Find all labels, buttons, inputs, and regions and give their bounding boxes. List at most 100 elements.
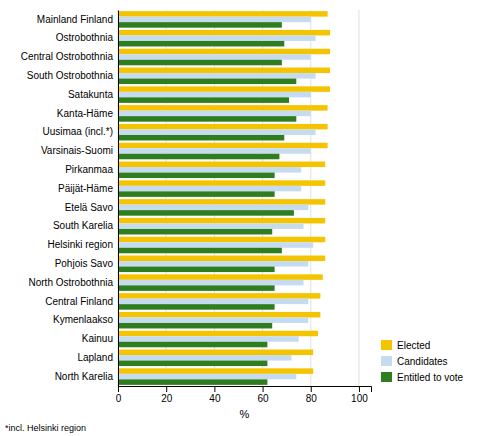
bar-series — [118, 17, 316, 380]
y-tick: Kainuu — [82, 333, 118, 344]
y-tick-label: Pirkanmaa — [65, 164, 113, 175]
footnote: *incl. Helsinki region — [5, 423, 86, 433]
y-tick-label: Kymenlaakso — [53, 314, 113, 325]
y-tick: Satakunta — [68, 89, 118, 100]
y-tick: Central Ostrobothnia — [21, 51, 118, 62]
legend-label: Candidates — [397, 356, 448, 367]
bar — [118, 374, 296, 380]
x-tick-mark — [311, 386, 312, 392]
bar — [118, 30, 330, 36]
bar — [118, 35, 316, 41]
bar — [118, 350, 313, 356]
grid-line — [358, 10, 359, 386]
bar — [118, 54, 311, 60]
y-tick: Ostrobothnia — [56, 32, 118, 43]
y-tick: North Karelia — [55, 371, 118, 382]
bar — [118, 331, 318, 337]
x-tick-mark — [214, 386, 215, 392]
x-axis-title: % — [240, 408, 250, 420]
bar — [118, 173, 275, 179]
bar — [118, 368, 313, 374]
x-axis: 020406080100 — [116, 386, 372, 404]
x-tick: 40 — [209, 386, 221, 404]
bar — [118, 97, 289, 103]
legend-item: Entitled to vote — [381, 372, 464, 383]
plot: 020406080100Mainland FinlandOstrobothnia… — [21, 10, 372, 420]
bar — [118, 167, 301, 173]
chart-svg: 020406080100Mainland FinlandOstrobothnia… — [0, 0, 483, 436]
grid-line — [118, 10, 119, 386]
y-tick: North Ostrobothnia — [29, 277, 119, 288]
y-tick-label: Central Finland — [45, 296, 113, 307]
y-tick: Pohjois Savo — [55, 258, 118, 269]
x-tick-label: 100 — [351, 393, 368, 404]
legend-label: Entitled to vote — [397, 372, 464, 383]
grid-line — [214, 10, 215, 386]
y-tick-label: Pohjois Savo — [55, 258, 114, 269]
x-tick-mark — [263, 386, 264, 392]
bar — [118, 11, 328, 17]
y-tick-label: Kainuu — [82, 333, 113, 344]
bar-series — [118, 11, 330, 374]
bar — [118, 304, 275, 310]
bar — [118, 199, 325, 205]
y-tick-label: Etelä Savo — [65, 202, 114, 213]
bar — [118, 124, 328, 130]
bar — [118, 154, 279, 160]
bar — [118, 143, 328, 149]
x-tick: 0 — [116, 386, 122, 404]
y-tick: Kymenlaakso — [53, 314, 118, 325]
bar — [118, 92, 311, 98]
bar — [118, 162, 325, 168]
bar — [118, 22, 282, 28]
bar — [118, 186, 301, 192]
legend-item: Candidates — [381, 356, 448, 367]
bar — [118, 223, 304, 229]
y-tick: Pirkanmaa — [65, 164, 118, 175]
x-tick-label: 40 — [209, 393, 221, 404]
bar — [118, 248, 282, 254]
legend-swatch — [381, 372, 392, 382]
y-tick: Central Finland — [45, 296, 118, 307]
bar — [118, 148, 311, 154]
y-tick-label: Uusimaa (incl.*) — [42, 126, 113, 137]
x-axis-line — [119, 387, 372, 393]
bar — [118, 256, 325, 262]
bar — [118, 17, 311, 23]
bar — [118, 68, 330, 74]
y-axis-line — [118, 11, 119, 387]
x-tick: 100 — [351, 386, 368, 404]
y-tick-label: Mainland Finland — [37, 14, 113, 25]
bar — [118, 355, 291, 361]
bar — [118, 111, 311, 117]
bar — [118, 135, 284, 141]
bar — [118, 105, 328, 111]
bar — [118, 210, 294, 216]
x-tick: 20 — [161, 386, 173, 404]
x-tick: 80 — [306, 386, 318, 404]
bar — [118, 237, 325, 243]
grid-line — [166, 10, 167, 386]
y-tick-label: North Ostrobothnia — [29, 277, 114, 288]
y-tick-label: South Ostrobothnia — [27, 70, 114, 81]
bar-series — [118, 22, 296, 385]
bar — [118, 129, 316, 135]
bar — [118, 218, 325, 224]
y-tick-label: Ostrobothnia — [56, 32, 114, 43]
y-tick: Etelä Savo — [65, 202, 118, 213]
x-tick-label: 80 — [306, 393, 318, 404]
bar — [118, 73, 316, 79]
y-tick-label: North Karelia — [55, 371, 114, 382]
y-tick: Varsinais-Suomi — [41, 145, 118, 156]
y-axis: Mainland Finland Ostrobothnia Central Ostr… — [21, 11, 119, 387]
x-tick-mark — [118, 386, 119, 392]
bar — [118, 86, 330, 92]
y-tick-label: South Karelia — [53, 220, 113, 231]
bar — [118, 285, 275, 291]
y-tick-label: Kanta-Häme — [57, 108, 114, 119]
bar — [118, 312, 320, 318]
legend-label: Elected — [397, 340, 430, 351]
bar — [118, 317, 308, 323]
y-tick: South Karelia — [53, 220, 118, 231]
grid-line — [262, 10, 263, 386]
